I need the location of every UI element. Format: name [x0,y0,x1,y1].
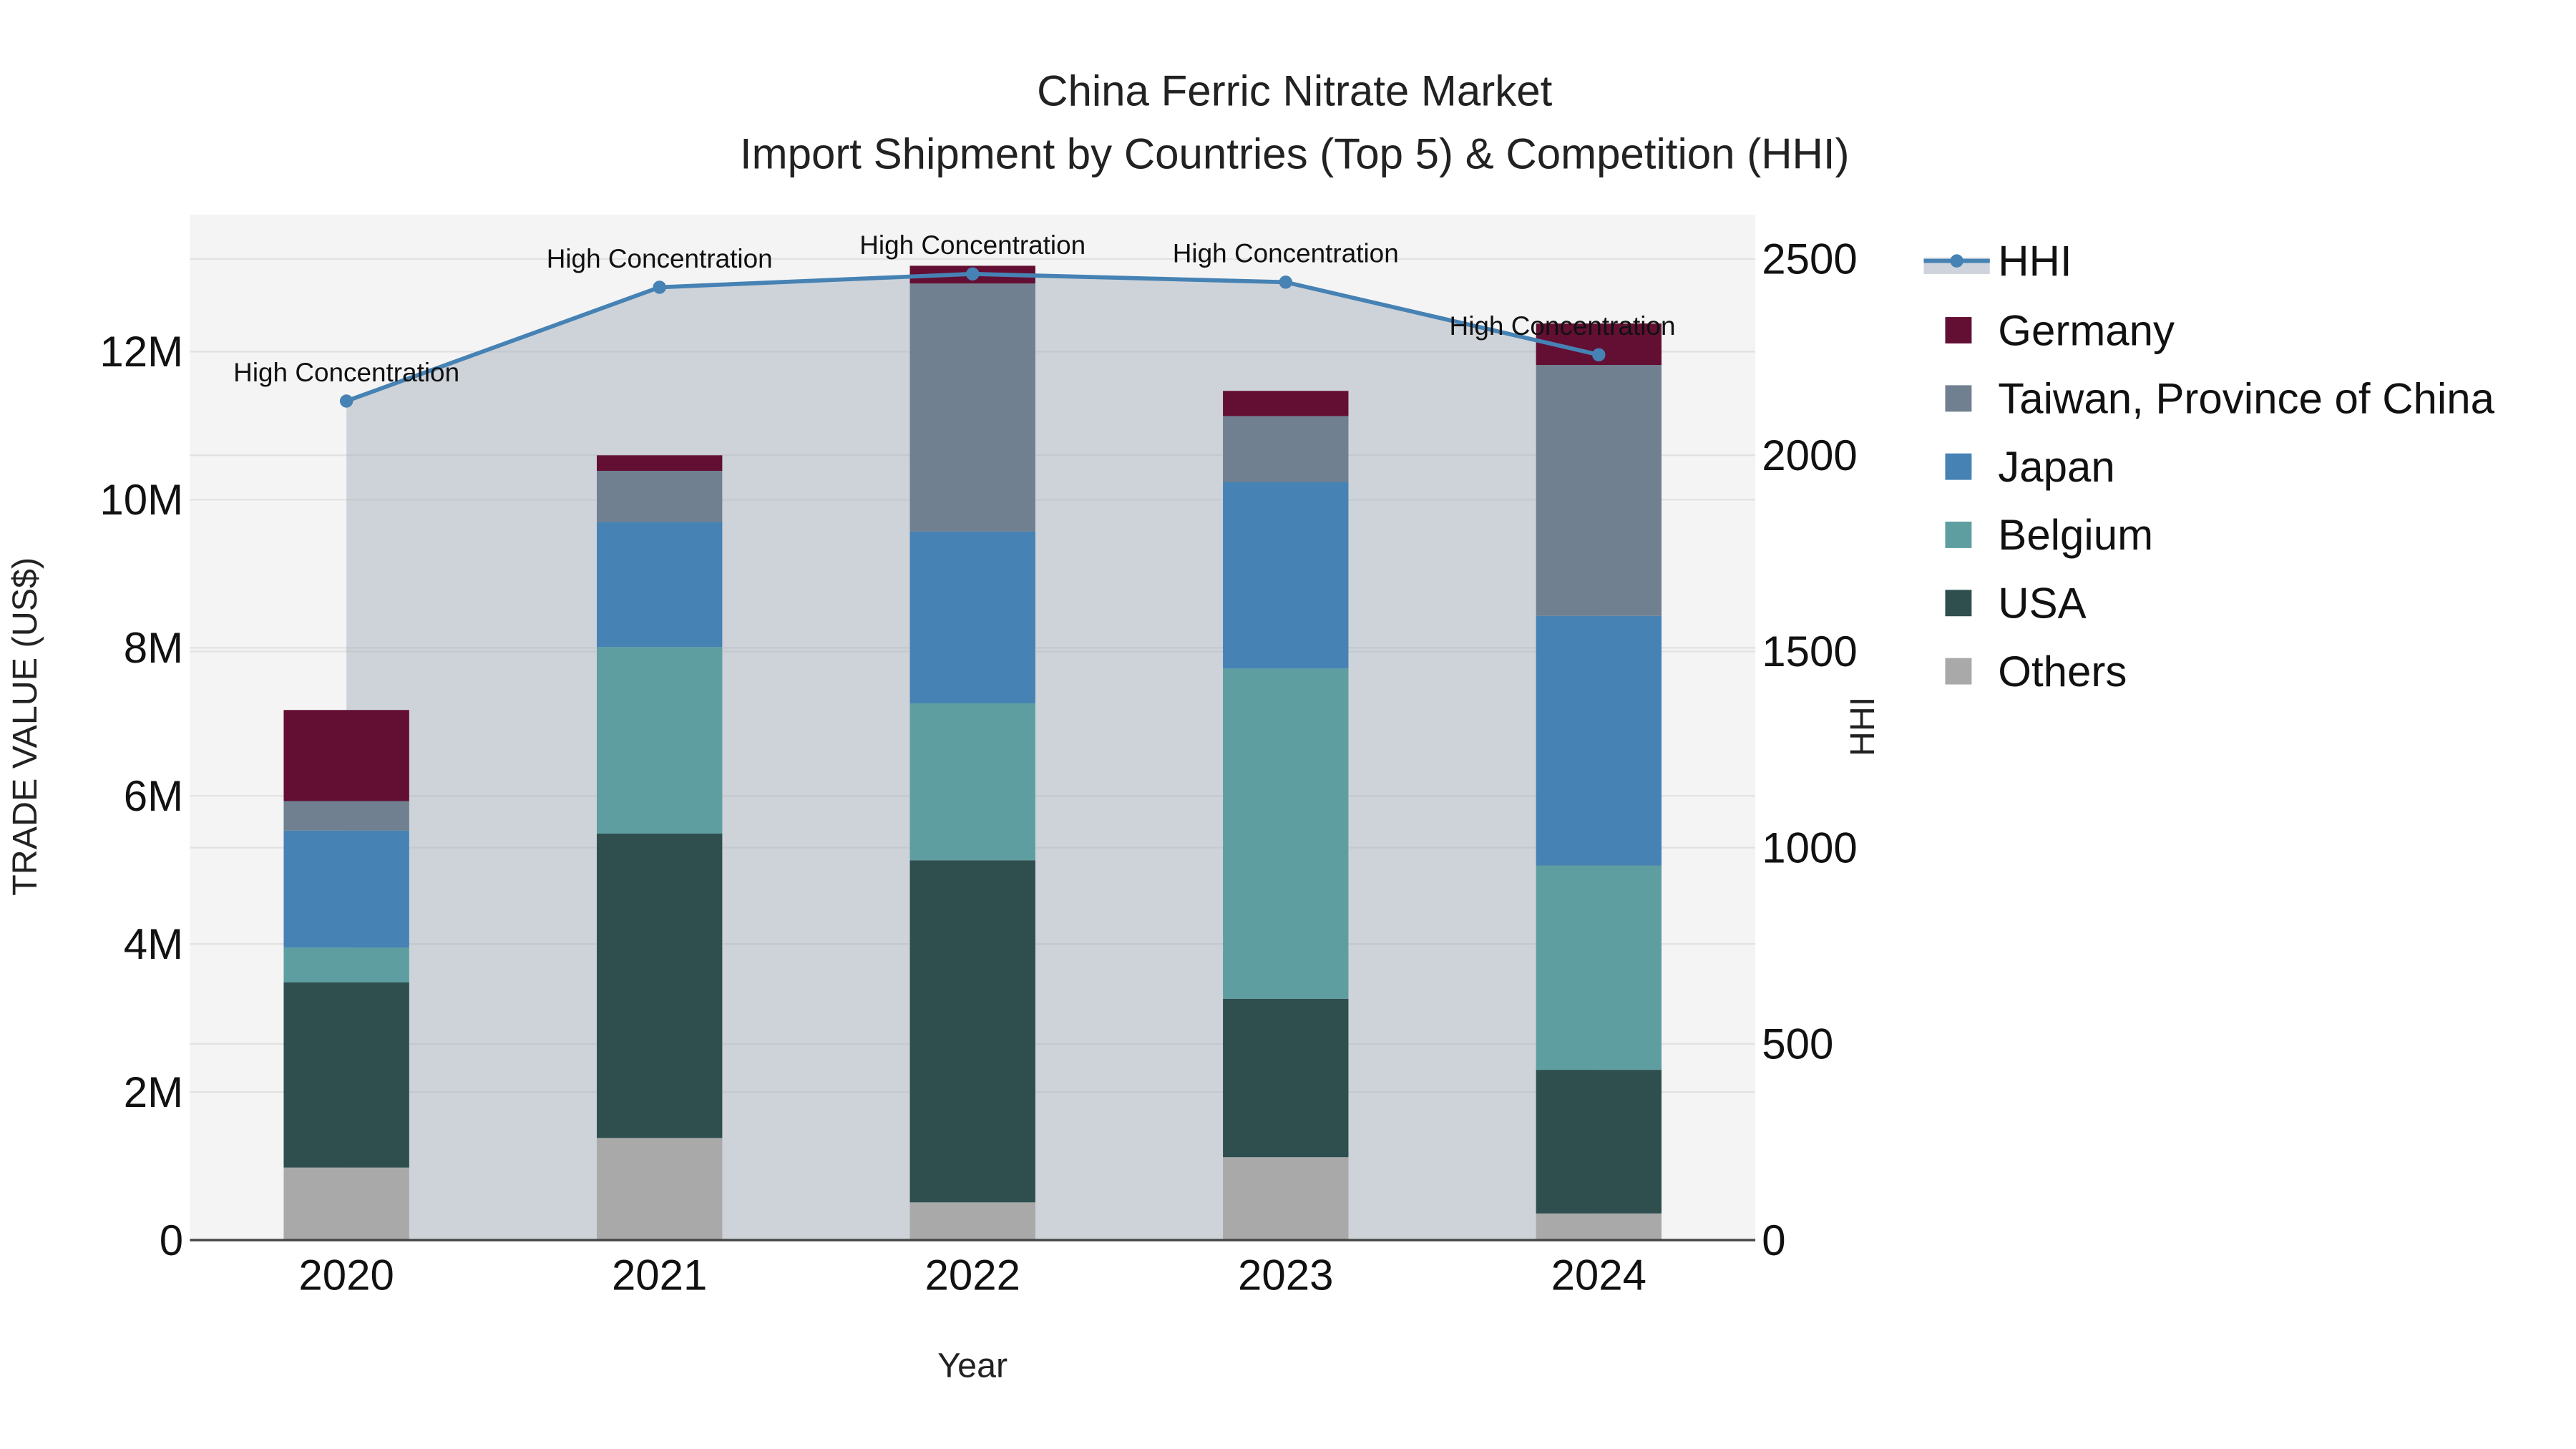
legend-label-hhi: HHI [1998,237,2072,285]
bar-germany-2023 [1223,391,1349,416]
bar-usa-2024 [1536,1070,1662,1214]
x-axis-label: Year [937,1347,1008,1385]
hhi-annotation: High Concentration [547,244,773,273]
bar-taiwan-province-of-china-2022 [909,283,1035,532]
hhi-annotation: High Concentration [233,358,459,387]
y2-tick-label: 1500 [1762,628,1857,675]
y-tick-label: 4M [124,920,183,968]
y-tick-label: 8M [124,624,183,672]
hhi-point-2024 [1592,348,1606,362]
y2-axis-label: HHI [1843,697,1882,756]
bar-taiwan-province-of-china-2021 [597,471,723,522]
y2-tick-label: 500 [1762,1020,1833,1068]
legend-swatch-others [1945,658,1972,685]
bar-belgium-2023 [1223,668,1349,999]
x-tick-label: 2020 [298,1251,394,1299]
bar-usa-2021 [597,834,723,1138]
bar-germany-2020 [283,710,409,801]
bar-usa-2020 [283,982,409,1168]
hhi-point-2022 [966,267,980,281]
x-tick-label: 2021 [612,1251,707,1299]
y2-tick-label: 2000 [1762,431,1857,479]
bar-belgium-2021 [597,647,723,834]
legend-label: Germany [1998,306,2175,354]
chart-subtitle: Import Shipment by Countries (Top 5) & C… [740,130,1850,177]
bar-belgium-2024 [1536,865,1662,1070]
legend-swatch-japan [1945,453,1972,480]
legend-swatch-taiwan-province-of-china [1945,385,1972,412]
hhi-annotation: High Concentration [1450,311,1676,341]
bar-japan-2023 [1223,482,1349,669]
legend-hhi-marker [1950,254,1963,268]
bar-others-2022 [909,1202,1035,1241]
y-tick-label: 12M [99,328,183,376]
y-tick-label: 2M [124,1068,183,1116]
bar-taiwan-province-of-china-2023 [1223,416,1349,482]
y-tick-label: 10M [99,476,183,524]
y-axis-ticks: 0 2M 4M 6M 8M 10M 12M [99,328,183,1264]
y-tick-label: 0 [160,1216,183,1264]
bar-usa-2023 [1223,998,1349,1158]
bar-others-2021 [597,1138,723,1241]
bar-germany-2021 [597,455,723,472]
legend-swatch-usa [1945,590,1972,617]
hhi-point-2021 [653,280,666,294]
x-tick-label: 2024 [1551,1251,1646,1299]
x-axis-ticks: 2020 2021 2022 2023 2024 [298,1251,1646,1299]
legend: HHI Germany Taiwan, Province of China Japan… [1923,237,2495,696]
legend-label: Others [1998,648,2127,696]
bar-belgium-2022 [909,703,1035,861]
chart-title: China Ferric Nitrate Market [1037,67,1553,115]
y2-tick-label: 0 [1762,1216,1785,1264]
bar-others-2024 [1536,1213,1662,1241]
y2-axis-ticks: 0 500 1000 1500 2000 2500 [1762,235,1857,1264]
legend-label: Japan [1998,443,2114,491]
y2-tick-label: 2500 [1762,235,1857,283]
y-tick-label: 6M [124,772,183,820]
bar-others-2023 [1223,1157,1349,1241]
bar-taiwan-province-of-china-2020 [283,801,409,831]
hhi-point-2023 [1279,275,1292,289]
x-tick-label: 2023 [1238,1251,1333,1299]
legend-swatch-belgium [1945,522,1972,548]
hhi-line: High Concentration High Concentration High… [233,230,1676,408]
y2-tick-label: 1000 [1762,824,1857,872]
bar-japan-2020 [283,830,409,948]
legend-label: Taiwan, Province of China [1998,375,2494,423]
hhi-point-2020 [339,394,353,408]
bar-belgium-2020 [283,947,409,982]
bar-japan-2021 [597,522,723,648]
hhi-annotation: High Concentration [1173,239,1399,268]
bar-usa-2022 [909,860,1035,1203]
y-axis-label: TRADE VALUE (US$) [6,557,44,896]
bar-others-2020 [283,1167,409,1241]
bar-taiwan-province-of-china-2024 [1536,365,1662,616]
bar-japan-2022 [909,531,1035,703]
bar-japan-2024 [1536,615,1662,866]
legend-label: Belgium [1998,511,2153,559]
hhi-annotation: High Concentration [859,230,1085,260]
legend-label: USA [1998,580,2086,628]
x-tick-label: 2022 [924,1251,1020,1299]
legend-swatch-germany [1945,317,1972,343]
